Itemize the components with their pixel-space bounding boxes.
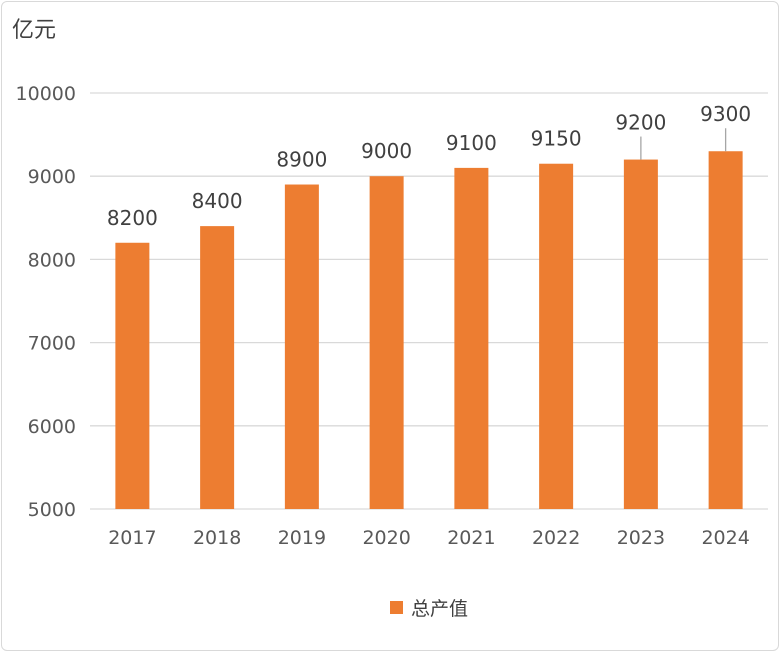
x-tick-label: 2020: [362, 527, 410, 549]
bars: [115, 151, 743, 510]
data-label: 8900: [276, 148, 327, 172]
x-tick-label: 2021: [447, 527, 495, 549]
legend-label: 总产值: [411, 598, 469, 620]
bar: [284, 184, 319, 509]
legend-swatch: [390, 601, 403, 614]
bar: [708, 151, 743, 510]
bar: [539, 163, 574, 509]
data-label: 9300: [700, 102, 751, 126]
y-axis-unit-label: 亿元: [12, 18, 57, 43]
y-tick-label: 9000: [28, 166, 76, 188]
bar: [200, 226, 235, 509]
y-tick-label: 8000: [28, 249, 76, 271]
gridlines: [90, 92, 768, 510]
bar: [623, 159, 658, 509]
x-axis-ticks: 2017 2018 2019 2020 2021 2022 2023 2024: [108, 527, 750, 549]
y-tick-label: 10000: [16, 83, 76, 105]
bar: [115, 242, 150, 509]
data-label: 8200: [107, 206, 158, 230]
data-label: 9150: [531, 127, 582, 151]
x-tick-label: 2017: [108, 527, 156, 549]
x-tick-label: 2024: [701, 527, 749, 549]
bar: [454, 167, 489, 509]
bar: [369, 176, 404, 509]
x-tick-label: 2019: [278, 527, 326, 549]
x-tick-label: 2018: [193, 527, 241, 549]
leader-lines: [640, 128, 727, 160]
y-tick-label: 6000: [28, 416, 76, 438]
data-labels: 8200 8400 8900 9000 9100 9150 9200 9300: [107, 102, 751, 230]
legend: 总产值: [390, 594, 468, 621]
x-tick-label: 2022: [532, 527, 580, 549]
data-label: 9100: [446, 131, 497, 155]
x-tick-label: 2023: [617, 527, 665, 549]
data-label: 8400: [192, 189, 243, 213]
data-label: 9000: [361, 139, 412, 163]
data-label: 9200: [615, 111, 666, 135]
y-tick-label: 7000: [28, 333, 76, 355]
y-axis-ticks: 5000 6000 7000 8000 9000 10000: [16, 83, 76, 521]
y-tick-label: 5000: [28, 499, 76, 521]
